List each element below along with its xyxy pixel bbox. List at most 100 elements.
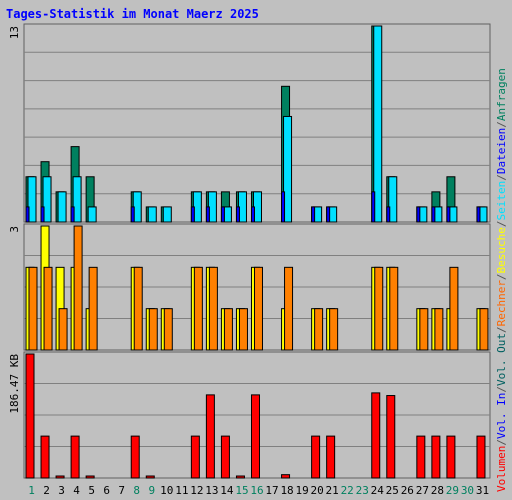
- bar-rechner-day-18: [284, 266, 294, 351]
- legend-part-2: Vol. In: [495, 393, 508, 439]
- bar-volumen-day-5: [85, 475, 95, 479]
- bar-dateien-day-18: [281, 191, 286, 223]
- legend-part-11: /: [495, 174, 508, 181]
- bar-dateien-day-24: [371, 191, 376, 223]
- bar-dateien-day-4: [70, 206, 75, 223]
- bar-volumen-day-24: [371, 392, 381, 479]
- day-label-6: 6: [103, 484, 110, 497]
- bar-volumen-day-13: [205, 394, 215, 479]
- bar-volumen-day-31: [476, 435, 486, 479]
- bar-volumen-day-2: [40, 435, 50, 479]
- bar-rechner-day-29: [449, 266, 459, 351]
- y-max-label: 186.47 KB: [8, 354, 21, 414]
- day-axis-labels: 1 2 3 4 5 6 7 8 9 10 11 12 13 14 15 16 17 18 19 20 21 22 23 24 2…: [28, 484, 489, 497]
- bar-rechner-day-9: [148, 308, 158, 351]
- legend-part-12: Dateien: [495, 128, 508, 174]
- bar-seiten-day-25: [388, 176, 398, 223]
- panel-bottom: 186.47 KB: [8, 351, 491, 479]
- bar-rechner-day-12: [193, 266, 203, 351]
- day-label-17: 17: [265, 484, 278, 497]
- bar-volumen-day-14: [220, 435, 230, 479]
- day-label-23: 23: [356, 484, 369, 497]
- bar-volumen-day-3: [55, 475, 65, 479]
- chart-title: Tages-Statistik im Monat Maerz 2025: [6, 7, 259, 21]
- bar-dateien-day-1: [25, 206, 30, 223]
- y-max-label: 13: [8, 26, 21, 39]
- legend-part-5: /: [495, 326, 508, 333]
- bar-seiten-day-5: [87, 206, 97, 223]
- day-label-12: 12: [190, 484, 203, 497]
- bar-volumen-day-28: [431, 435, 441, 479]
- day-label-5: 5: [88, 484, 95, 497]
- legend-part-7: /: [495, 273, 508, 280]
- bar-rechner-day-24: [374, 266, 384, 351]
- day-label-1: 1: [28, 484, 35, 497]
- bar-rechner-day-3: [58, 308, 68, 351]
- bar-rechner-day-5: [88, 266, 98, 351]
- bar-rechner-day-14: [223, 308, 233, 351]
- legend-part-4: Vol. Out: [495, 333, 508, 386]
- legend-part-8: Besuche: [495, 227, 508, 273]
- bar-seiten-day-18: [283, 115, 293, 223]
- bar-volumen-day-12: [190, 435, 200, 479]
- day-label-9: 9: [148, 484, 155, 497]
- bar-volumen-day-16: [250, 394, 260, 479]
- day-label-13: 13: [205, 484, 218, 497]
- bar-seiten-day-1: [27, 176, 37, 223]
- day-label-4: 4: [73, 484, 80, 497]
- legend-part-13: /: [495, 121, 508, 128]
- bar-seiten-day-10: [162, 206, 172, 223]
- bar-seiten-day-9: [147, 206, 157, 223]
- day-label-24: 24: [371, 484, 385, 497]
- bar-seiten-day-4: [72, 176, 82, 223]
- bar-rechner-day-25: [389, 266, 399, 351]
- day-label-18: 18: [280, 484, 293, 497]
- legend-part-6: Rechner: [495, 280, 508, 327]
- bar-dateien-day-20: [311, 206, 316, 223]
- bar-dateien-day-29: [446, 206, 451, 223]
- day-label-27: 27: [416, 484, 429, 497]
- day-label-30: 30: [461, 484, 474, 497]
- legend-part-9: /: [495, 220, 508, 227]
- day-label-11: 11: [175, 484, 188, 497]
- bar-rechner-day-21: [329, 308, 339, 351]
- bar-dateien-day-25: [386, 206, 391, 223]
- bar-volumen-day-25: [386, 395, 396, 479]
- legend-part-14: Anfragen: [495, 68, 508, 121]
- day-label-3: 3: [58, 484, 65, 497]
- panel-middle: 3: [8, 223, 491, 351]
- bar-rechner-day-15: [238, 308, 248, 351]
- bar-volumen-day-4: [70, 435, 80, 479]
- bar-rechner-day-1: [28, 266, 38, 351]
- bar-seiten-day-2: [42, 176, 52, 223]
- bar-volumen-day-20: [311, 435, 321, 479]
- bar-rechner-day-31: [479, 308, 489, 351]
- bar-dateien-day-15: [235, 206, 240, 223]
- chart-panels: 13 3 186.47 KB: [8, 23, 491, 479]
- day-label-26: 26: [401, 484, 414, 497]
- bar-dateien-day-16: [250, 206, 255, 223]
- bar-volumen-day-8: [130, 435, 140, 479]
- legend-part-1: /: [495, 439, 508, 446]
- day-label-2: 2: [43, 484, 50, 497]
- day-label-22: 22: [341, 484, 354, 497]
- day-label-25: 25: [386, 484, 399, 497]
- bar-dateien-day-28: [431, 206, 436, 223]
- bar-rechner-day-8: [133, 266, 143, 351]
- bar-volumen-day-9: [145, 475, 155, 479]
- day-label-8: 8: [133, 484, 140, 497]
- bar-rechner-day-16: [253, 266, 263, 351]
- day-label-10: 10: [160, 484, 173, 497]
- bar-rechner-day-10: [163, 308, 173, 351]
- day-label-29: 29: [446, 484, 459, 497]
- bar-seiten-day-24: [373, 25, 383, 223]
- y-max-label: 3: [8, 226, 21, 233]
- bar-dateien-day-2: [40, 206, 45, 223]
- bar-dateien-day-21: [326, 206, 331, 223]
- bar-rechner-day-13: [208, 266, 218, 351]
- legend-part-10: Seiten: [495, 181, 508, 221]
- day-label-21: 21: [326, 484, 339, 497]
- bar-seiten-day-3: [57, 191, 67, 223]
- bar-rechner-day-2: [43, 266, 53, 351]
